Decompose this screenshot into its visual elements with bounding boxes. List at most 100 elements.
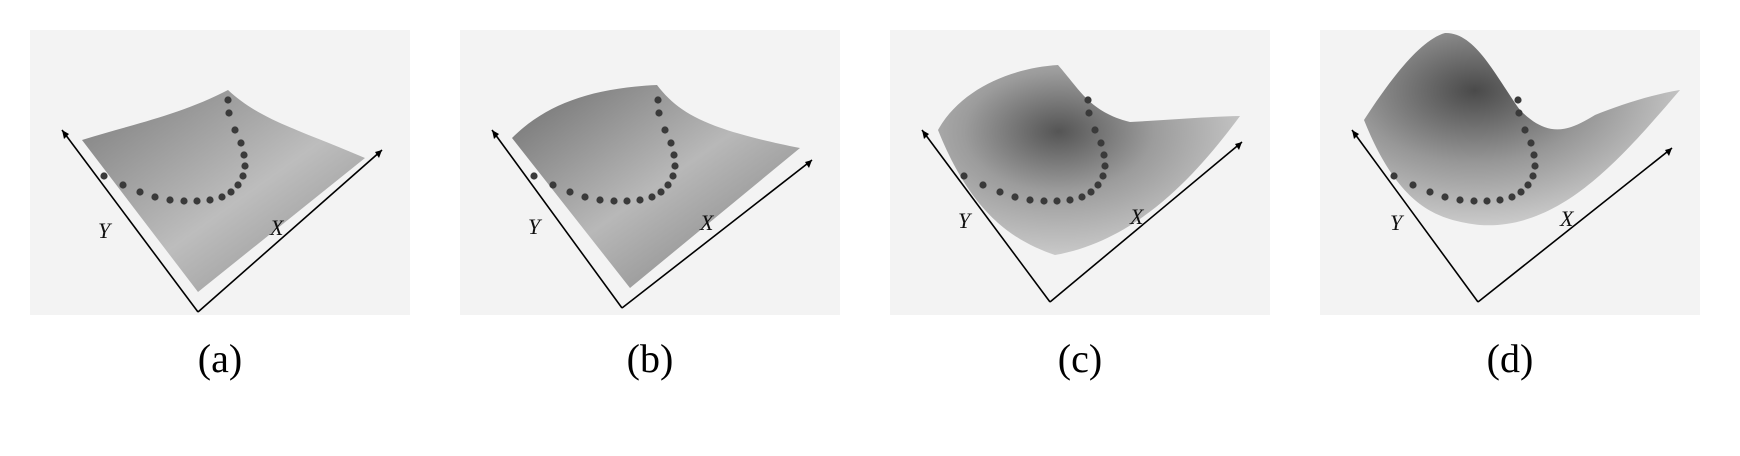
x-axis: [1049, 141, 1243, 303]
sample-point: [1101, 162, 1109, 170]
surface-plot-c: Y X: [890, 30, 1270, 315]
x-axis-arrowhead: [1235, 142, 1242, 150]
sample-point: [225, 109, 233, 117]
sample-point: [566, 188, 574, 196]
sample-point: [1390, 172, 1398, 180]
sample-point: [1026, 196, 1034, 204]
y-axis: [1351, 129, 1479, 303]
panel-a: Y X: [30, 30, 410, 315]
sample-point: [1094, 181, 1102, 189]
sample-point: [661, 126, 669, 134]
sample-points: [960, 96, 1109, 205]
sample-point: [1409, 181, 1417, 189]
sample-point: [581, 193, 589, 201]
y-axis-arrowhead: [1352, 130, 1359, 139]
sample-point: [241, 162, 249, 170]
sample-point: [218, 193, 226, 201]
sample-point: [239, 172, 247, 180]
sample-point: [669, 172, 677, 180]
y-axis: [491, 129, 623, 309]
surface-plot-a: Y X: [30, 30, 410, 315]
panel-d: Y X: [1320, 30, 1700, 315]
sample-point: [1441, 193, 1449, 201]
sample-point: [979, 181, 987, 189]
x-axis-label: X: [1559, 206, 1575, 231]
x-axis-label: X: [269, 215, 285, 240]
sample-point: [227, 188, 235, 196]
sample-point: [237, 139, 245, 147]
sample-point: [100, 172, 108, 180]
sample-point: [610, 197, 618, 205]
sample-point: [1531, 162, 1539, 170]
sample-point: [193, 197, 201, 205]
sample-point: [1515, 109, 1523, 117]
sample-point: [1084, 96, 1092, 104]
sample-points: [1390, 96, 1539, 205]
sample-point: [1100, 151, 1108, 159]
sample-point: [1514, 96, 1522, 104]
sample-point: [1053, 197, 1061, 205]
sample-point: [1078, 193, 1086, 201]
surface-plot-d: Y X: [1320, 30, 1700, 315]
sample-point: [151, 193, 159, 201]
sample-point: [1524, 181, 1532, 189]
sample-point: [1470, 197, 1478, 205]
sample-point: [670, 151, 678, 159]
x-axis-arrowhead: [1665, 148, 1672, 156]
sample-point: [671, 162, 679, 170]
sample-points: [530, 96, 679, 205]
sample-point: [1011, 193, 1019, 201]
sample-point: [1529, 172, 1537, 180]
x-axis: [197, 149, 383, 313]
sample-point: [1426, 188, 1434, 196]
panel-c: Y X: [890, 30, 1270, 315]
surface-plot-b: Y X: [460, 30, 840, 315]
sample-point: [530, 172, 538, 180]
sample-point: [166, 196, 174, 204]
y-axis-arrowhead: [922, 130, 929, 139]
panel-b: Y X: [460, 30, 840, 315]
x-axis: [621, 159, 813, 309]
sample-point: [657, 188, 665, 196]
sample-point: [1099, 172, 1107, 180]
sample-point: [1040, 197, 1048, 205]
x-axis-arrowhead: [805, 160, 812, 168]
sample-points: [100, 96, 249, 205]
sample-point: [1456, 196, 1464, 204]
sample-point: [667, 139, 675, 147]
sample-point: [996, 188, 1004, 196]
y-axis: [921, 129, 1051, 303]
surface: [512, 85, 800, 288]
sample-point: [234, 181, 242, 189]
sample-point: [231, 126, 239, 134]
y-axis-label: Y: [98, 218, 113, 243]
sample-point: [136, 188, 144, 196]
sample-point: [654, 96, 662, 104]
y-axis-label: Y: [528, 214, 543, 239]
sample-point: [648, 193, 656, 201]
y-axis: [61, 129, 199, 313]
panel-caption-d: (d): [1486, 336, 1534, 381]
panel-caption-b: (b): [626, 336, 674, 381]
sample-point: [180, 197, 188, 205]
surface: [82, 90, 365, 292]
x-axis: [1477, 147, 1673, 303]
sample-point: [1527, 139, 1535, 147]
sample-point: [1508, 193, 1516, 201]
sample-point: [596, 196, 604, 204]
sample-point: [636, 196, 644, 204]
sample-point: [960, 172, 968, 180]
sample-point: [119, 181, 127, 189]
panel-caption-c: (c): [1057, 336, 1103, 381]
sample-point: [549, 181, 557, 189]
sample-point: [655, 109, 663, 117]
x-axis-label: X: [699, 210, 715, 235]
panel-caption-a: (a): [197, 336, 243, 381]
sample-point: [1496, 196, 1504, 204]
sample-point: [1097, 139, 1105, 147]
sample-point: [1087, 188, 1095, 196]
sample-point: [224, 96, 232, 104]
sample-point: [1521, 126, 1529, 134]
surface: [938, 65, 1240, 255]
sample-point: [623, 197, 631, 205]
